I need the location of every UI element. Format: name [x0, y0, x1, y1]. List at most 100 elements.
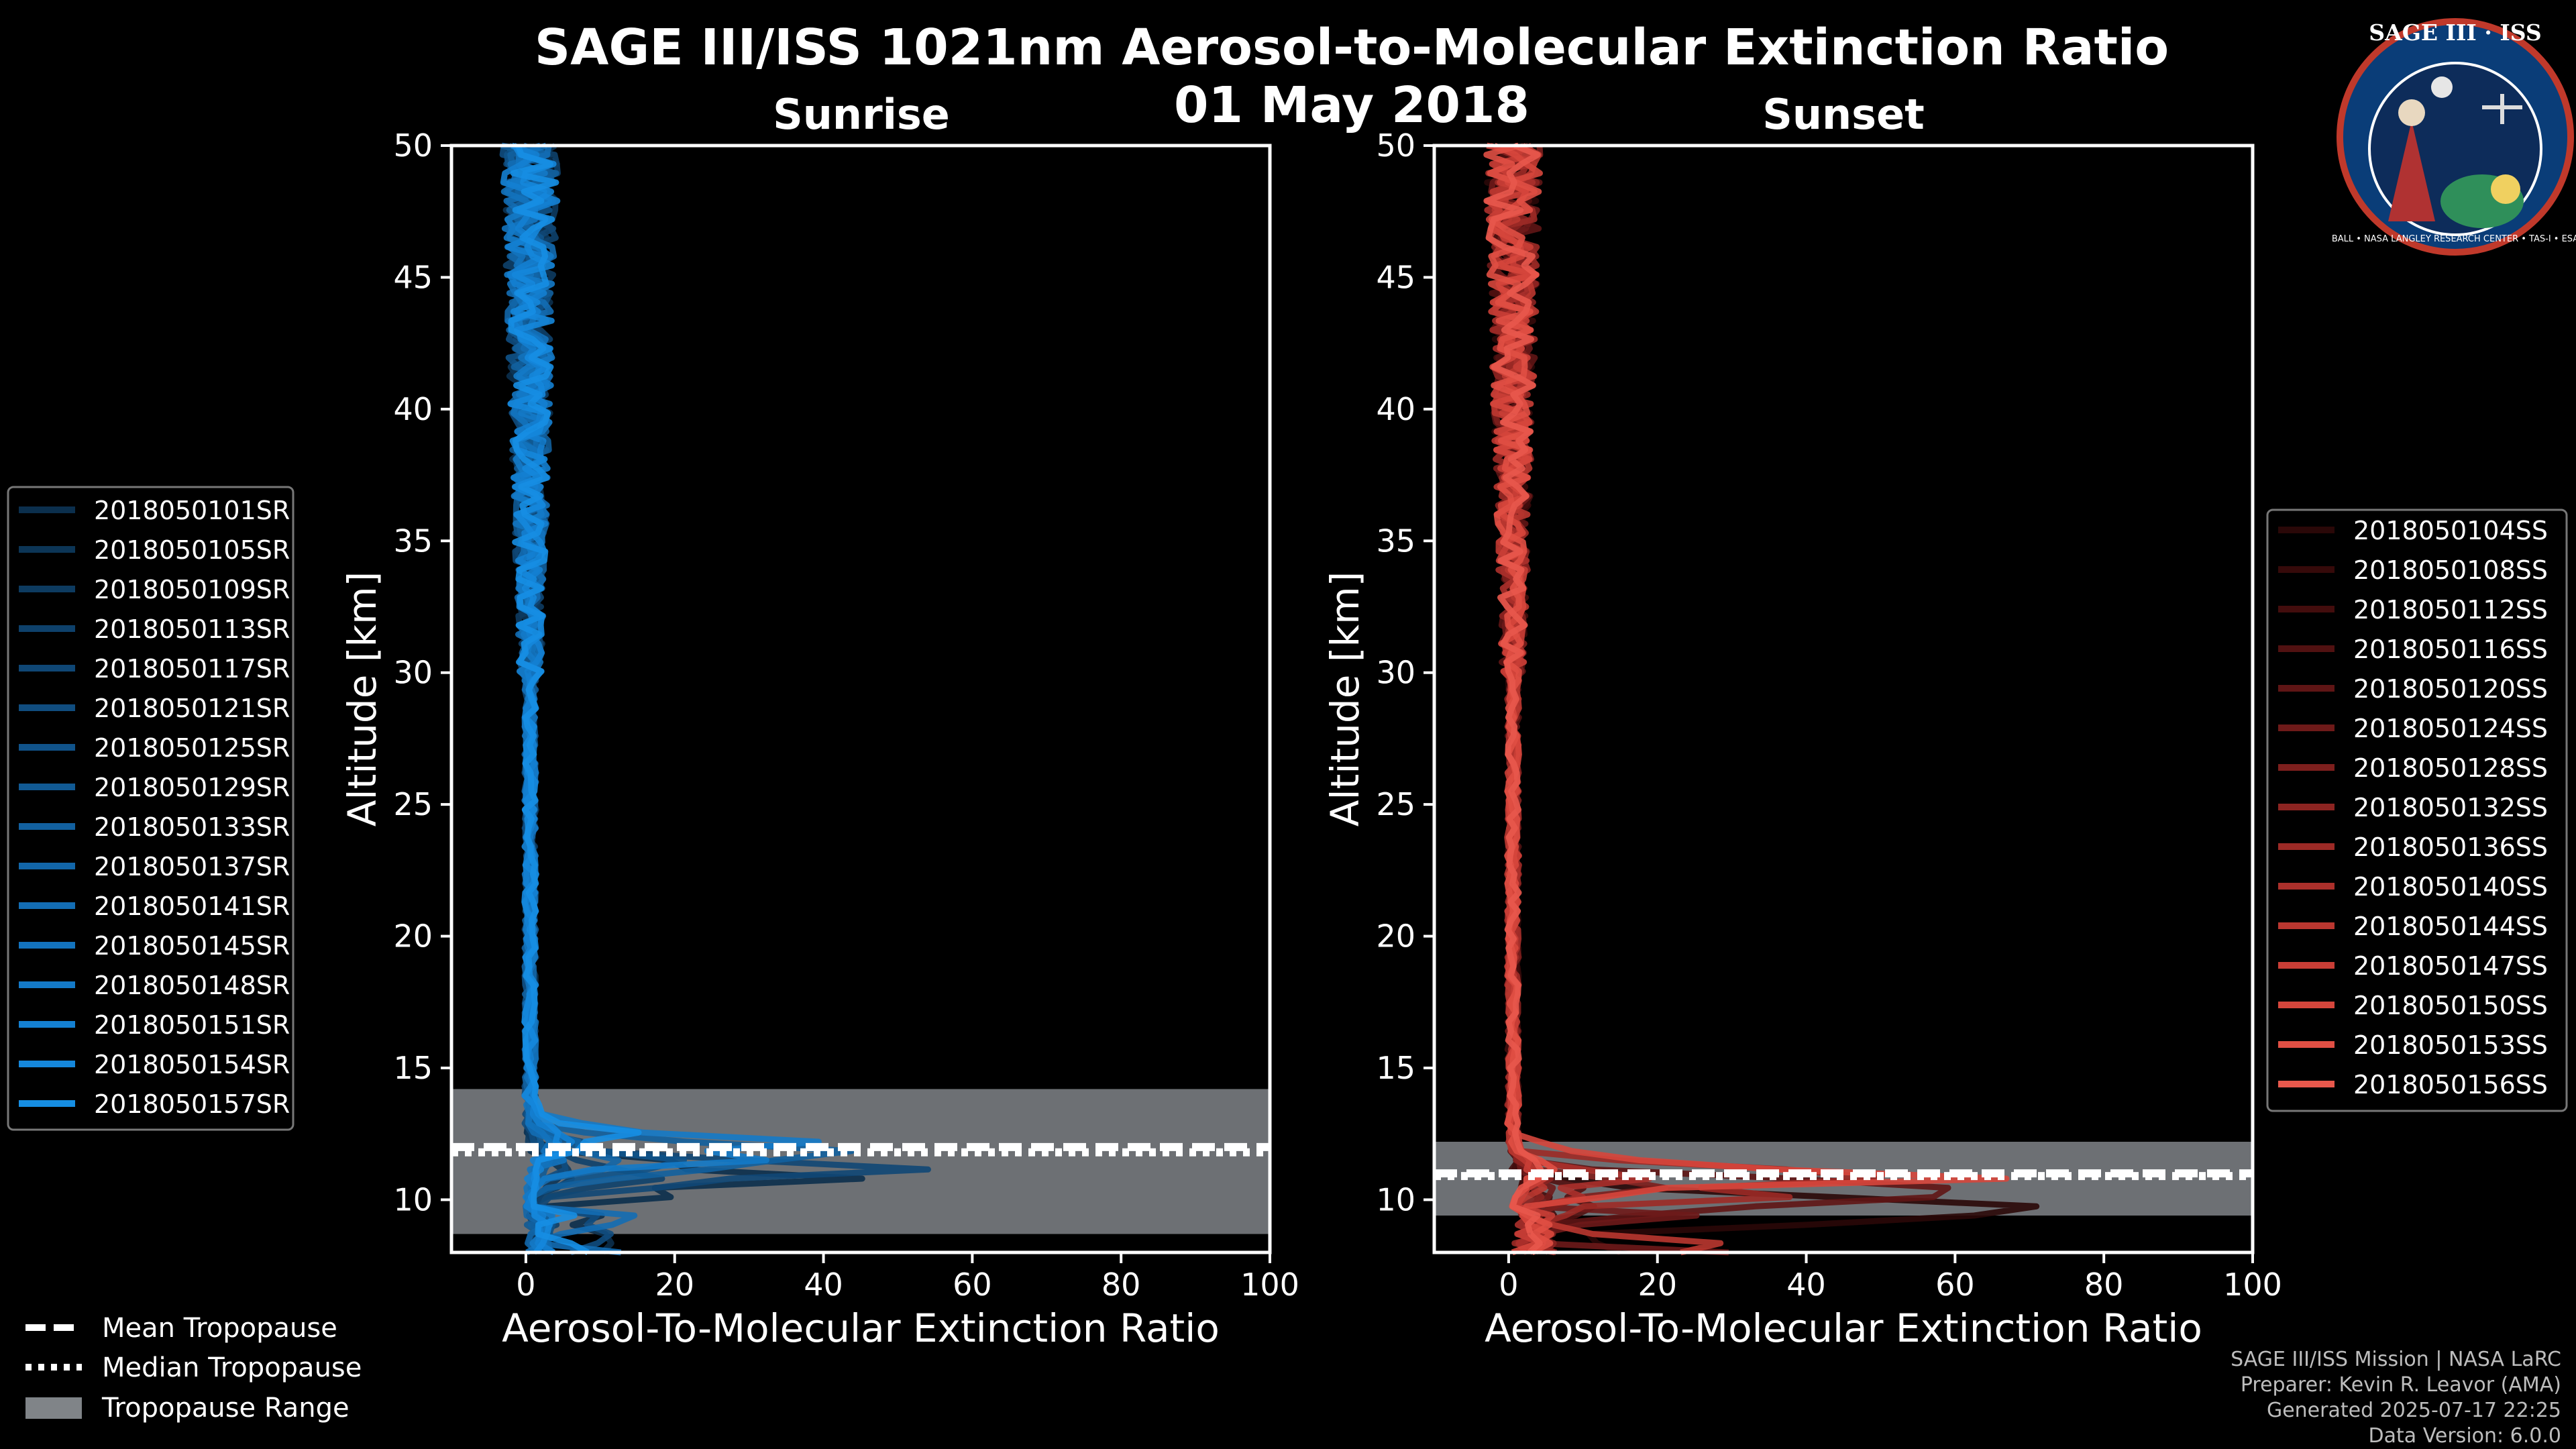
sunrise-x-label: Aerosol-To-Molecular Extinction Ratio — [502, 1305, 1220, 1351]
sage-logo: SAGE III · ISS BALL • NASA LANGLEY RESEA… — [2332, 18, 2576, 256]
y-tick-label: 25 — [393, 786, 433, 822]
legend-label: 2018050150SS — [2353, 991, 2548, 1020]
legend-label: 2018050136SS — [2353, 833, 2548, 862]
legend-range-swatch — [25, 1397, 82, 1419]
sunrise-x-ticks: 0 20 40 60 80 100 — [516, 1252, 1299, 1303]
legend-label: 2018050133SR — [94, 812, 290, 842]
sunset-x-label: Aerosol-To-Molecular Extinction Ratio — [1485, 1305, 2202, 1351]
footer-line-2: Preparer: Kevin R. Leavor (AMA) — [2241, 1373, 2561, 1397]
logo-ring-text: BALL • NASA LANGLEY RESEARCH CENTER • TA… — [2332, 234, 2576, 244]
logo-astronomer-icon — [2388, 121, 2435, 221]
legend-label: 2018050156SS — [2353, 1070, 2548, 1099]
legend-label: 2018050147SS — [2353, 951, 2548, 981]
x-tick-label: 60 — [953, 1267, 992, 1303]
sunset-y-ticks: 10 15 20 25 30 35 40 45 50 — [1376, 127, 1434, 1218]
main-subtitle: 01 May 2018 — [1174, 76, 1529, 134]
x-tick-label: 40 — [1786, 1267, 1826, 1303]
legend-label: 2018050121SR — [94, 694, 290, 723]
y-tick-label: 10 — [393, 1181, 433, 1218]
legend-label: 2018050145SR — [94, 931, 290, 961]
footer-line-3: Generated 2025-07-17 22:25 — [2267, 1399, 2561, 1422]
y-tick-label: 45 — [1376, 259, 1415, 295]
legend-range-label: Tropopause Range — [101, 1393, 350, 1424]
x-tick-label: 80 — [2084, 1267, 2124, 1303]
y-tick-label: 30 — [393, 655, 433, 691]
legend-label: 2018050108SS — [2353, 555, 2548, 585]
logo-text: SAGE III · ISS — [2369, 19, 2541, 46]
x-tick-label: 20 — [1638, 1267, 1677, 1303]
y-tick-label: 45 — [393, 259, 433, 295]
legend-label: 2018050109SR — [94, 575, 290, 604]
x-tick-label: 0 — [516, 1267, 535, 1303]
legend-label: 2018050154SR — [94, 1050, 290, 1079]
sunset-profiles — [1483, 142, 2040, 1256]
y-tick-label: 15 — [1376, 1050, 1415, 1086]
logo-sun-icon — [2491, 174, 2520, 204]
legend-label: 2018050129SR — [94, 773, 290, 802]
sunset-y-label: Altitude [km] — [1322, 572, 1368, 826]
legend-median-label: Median Tropopause — [102, 1352, 362, 1383]
sunset-panel: Sunset 0 20 40 60 80 100 10 15 20 25 30 35 40 45 50 A… — [1322, 90, 2282, 1351]
sunrise-plot-frame — [449, 144, 1272, 1254]
x-tick-label: 20 — [655, 1267, 694, 1303]
y-tick-label: 50 — [1376, 127, 1415, 164]
sunrise-legend-box — [7, 486, 294, 1131]
logo-astronomer-head-icon — [2398, 99, 2425, 126]
legend-label: 2018050116SS — [2353, 635, 2548, 664]
profile-line-2018050156SS — [1483, 142, 1544, 1255]
x-tick-label: 40 — [804, 1267, 843, 1303]
legend-label: 2018050141SR — [94, 892, 290, 921]
sunrise-legend-items: 2018050101SR 2018050105SR 2018050109SR 2018… — [19, 496, 290, 1119]
sunset-legend-box — [2266, 508, 2568, 1112]
y-tick-label: 35 — [1376, 523, 1415, 559]
sunset-x-ticks: 0 20 40 60 80 100 — [1499, 1252, 2282, 1303]
sunset-legend: 2018050104SS 2018050108SS 2018050112SS 2018… — [2266, 508, 2568, 1112]
y-tick-label: 15 — [393, 1050, 433, 1086]
legend-label: 2018050104SS — [2353, 516, 2548, 545]
footer-credits: SAGE III/ISS Mission | NASA LaRC Prepare… — [2231, 1348, 2561, 1448]
y-tick-label: 50 — [393, 127, 433, 164]
x-tick-label: 0 — [1499, 1267, 1518, 1303]
y-tick-label: 20 — [1376, 918, 1415, 955]
y-tick-label: 10 — [1376, 1181, 1415, 1218]
legend-label: 2018050151SR — [94, 1010, 290, 1040]
logo-moon-icon — [2431, 76, 2453, 98]
y-tick-label: 40 — [1376, 391, 1415, 427]
legend-label: 2018050148SR — [94, 971, 290, 1000]
sunrise-profiles — [499, 142, 931, 1256]
sunset-legend-items: 2018050104SS 2018050108SS 2018050112SS 2018… — [2278, 516, 2548, 1099]
tropopause-legend: Mean Tropopause Median Tropopause Tropop… — [25, 1313, 362, 1424]
y-tick-label: 35 — [393, 523, 433, 559]
sunset-title: Sunset — [1762, 90, 1925, 139]
x-tick-label: 60 — [1935, 1267, 1975, 1303]
legend-label: 2018050157SR — [94, 1089, 290, 1119]
legend-label: 2018050128SS — [2353, 753, 2548, 783]
x-tick-label: 100 — [2223, 1267, 2282, 1303]
legend-label: 2018050105SR — [94, 535, 290, 565]
x-tick-label: 100 — [1240, 1267, 1299, 1303]
sunset-plot-frame — [1432, 144, 2255, 1254]
sunrise-y-ticks: 10 15 20 25 30 35 40 45 50 — [393, 127, 451, 1218]
legend-label: 2018050132SS — [2353, 793, 2548, 822]
y-tick-label: 30 — [1376, 655, 1415, 691]
legend-label: 2018050137SR — [94, 852, 290, 881]
legend-label: 2018050101SR — [94, 496, 290, 525]
y-tick-label: 20 — [393, 918, 433, 955]
sunrise-title: Sunrise — [773, 90, 950, 139]
y-tick-label: 25 — [1376, 786, 1415, 822]
footer-line-1: SAGE III/ISS Mission | NASA LaRC — [2231, 1348, 2561, 1371]
legend-label: 2018050140SS — [2353, 872, 2548, 902]
logo-station-icon — [2482, 94, 2522, 124]
profile-line-2018050157SR — [508, 144, 642, 1255]
legend-label: 2018050117SR — [94, 654, 290, 684]
legend-label: 2018050153SS — [2353, 1030, 2548, 1060]
footer-line-4: Data Version: 6.0.0 — [2369, 1424, 2561, 1448]
legend-label: 2018050113SR — [94, 614, 290, 644]
legend-label: 2018050144SS — [2353, 912, 2548, 941]
legend-mean-label: Mean Tropopause — [102, 1313, 337, 1344]
sunrise-y-label: Altitude [km] — [339, 572, 385, 826]
x-tick-label: 80 — [1102, 1267, 1141, 1303]
legend-label: 2018050120SS — [2353, 674, 2548, 704]
